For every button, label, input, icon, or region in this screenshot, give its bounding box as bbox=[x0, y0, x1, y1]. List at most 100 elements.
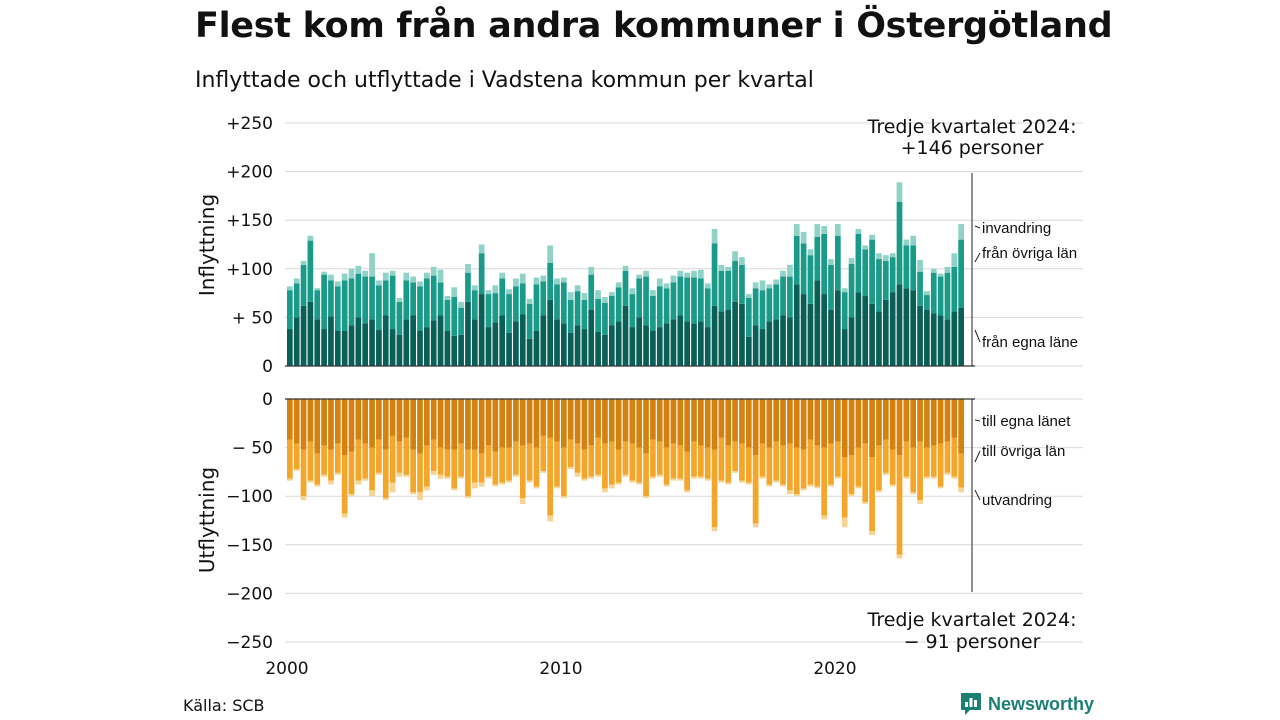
bar-out-ovriga bbox=[287, 439, 293, 479]
bar-in-egna bbox=[800, 294, 807, 366]
y-tick-label: +100 bbox=[226, 260, 273, 280]
bar-out-egna bbox=[608, 399, 615, 442]
bar-out-egna bbox=[561, 399, 567, 448]
bar-out-ovriga bbox=[471, 449, 478, 483]
bar-out-egna bbox=[334, 399, 341, 444]
bar-out-ovriga bbox=[711, 449, 718, 528]
bar-out-ovriga bbox=[561, 447, 567, 497]
bar-out-utvandring bbox=[910, 492, 917, 495]
bar-in-egna bbox=[424, 327, 430, 366]
bar-out-utvandring bbox=[677, 478, 684, 481]
bar-out-utvandring bbox=[513, 474, 519, 477]
bar-in-ovriga bbox=[876, 259, 882, 312]
bar-in-ovriga bbox=[602, 302, 608, 335]
bar-out-utvandring bbox=[444, 476, 451, 479]
y-tick-label: −250 bbox=[226, 633, 273, 653]
bar-in-egna bbox=[369, 319, 375, 366]
bar-in-invandring bbox=[718, 264, 725, 271]
bar-in-egna bbox=[567, 332, 574, 366]
bar-in-ovriga bbox=[656, 286, 663, 328]
bar-in-egna bbox=[608, 325, 615, 366]
bar-in-ovriga bbox=[341, 280, 348, 332]
bar-in-ovriga bbox=[903, 245, 910, 289]
bar-in-egna bbox=[670, 319, 677, 366]
y-tick-label: − 50 bbox=[232, 439, 273, 459]
bar-out-ovriga bbox=[595, 437, 601, 475]
bar-out-egna bbox=[307, 399, 314, 442]
bar-in-egna bbox=[656, 327, 663, 366]
bar-in-egna bbox=[766, 321, 773, 366]
bar-in-ovriga bbox=[910, 245, 917, 291]
bar-out-egna bbox=[615, 399, 622, 450]
bar-in-egna bbox=[862, 296, 869, 366]
bar-in-egna bbox=[554, 319, 560, 366]
bar-out-ovriga bbox=[670, 443, 677, 479]
bar-out-egna bbox=[526, 399, 533, 444]
bar-in-invandring bbox=[348, 268, 355, 279]
bar-out-ovriga bbox=[314, 453, 321, 485]
bar-out-utvandring bbox=[835, 476, 841, 479]
bar-in-egna bbox=[588, 309, 595, 366]
bar-out-ovriga bbox=[417, 453, 423, 493]
bar-in-ovriga bbox=[458, 307, 464, 335]
bar-out-egna bbox=[499, 399, 506, 448]
bar-in-ovriga bbox=[718, 270, 725, 312]
bar-out-egna bbox=[656, 399, 663, 442]
bar-out-ovriga bbox=[821, 447, 827, 516]
bar-out-egna bbox=[698, 399, 704, 446]
bar-in-ovriga bbox=[636, 278, 643, 318]
bar-out-egna bbox=[951, 399, 958, 438]
bar-in-invandring bbox=[663, 283, 670, 289]
bar-out-egna bbox=[382, 399, 389, 450]
bar-out-egna bbox=[704, 399, 711, 448]
chart-title: Flest kom från andra kommuner i Östergöt… bbox=[195, 6, 1113, 46]
bar-out-egna bbox=[828, 399, 834, 444]
legend-leader bbox=[974, 489, 981, 501]
bar-in-egna bbox=[444, 331, 451, 366]
bar-out-egna bbox=[869, 399, 875, 458]
bar-in-invandring bbox=[704, 283, 711, 289]
bar-out-utvandring bbox=[622, 474, 629, 477]
bar-out-egna bbox=[677, 399, 684, 446]
bar-in-egna bbox=[828, 309, 834, 366]
bar-in-invandring bbox=[814, 224, 821, 237]
bar-in-egna bbox=[944, 319, 951, 366]
bar-out-utvandring bbox=[506, 480, 512, 483]
bar-in-invandring bbox=[615, 282, 622, 288]
bar-out-ovriga bbox=[739, 443, 745, 481]
bar-in-invandring bbox=[328, 274, 334, 281]
bar-out-ovriga bbox=[567, 439, 574, 468]
x-tick-label: 2010 bbox=[539, 659, 582, 679]
x-tick-label: 2000 bbox=[265, 659, 308, 679]
bar-out-utvandring bbox=[814, 486, 821, 489]
bar-in-egna bbox=[835, 290, 841, 366]
bar-out-ovriga bbox=[499, 447, 506, 483]
bar-in-egna bbox=[355, 317, 362, 366]
bar-in-egna bbox=[334, 331, 341, 366]
bar-out-utvandring bbox=[650, 476, 656, 479]
bar-in-ovriga bbox=[814, 236, 821, 281]
bar-in-ovriga bbox=[554, 284, 560, 320]
bar-in-ovriga bbox=[944, 272, 951, 320]
bar-out-egna bbox=[793, 399, 800, 448]
bar-out-utvandring bbox=[917, 500, 923, 504]
bar-out-egna bbox=[417, 399, 423, 454]
bar-in-invandring bbox=[321, 271, 327, 275]
bar-out-utvandring bbox=[451, 488, 458, 491]
bar-in-invandring bbox=[780, 270, 786, 277]
bar-in-invandring bbox=[739, 257, 745, 265]
bar-in-egna bbox=[958, 307, 964, 366]
bar-in-invandring bbox=[698, 269, 704, 279]
bar-out-utvandring bbox=[458, 476, 464, 479]
bar-in-egna bbox=[437, 315, 444, 366]
bar-out-egna bbox=[745, 399, 752, 448]
bar-out-egna bbox=[930, 399, 937, 446]
bar-out-utvandring bbox=[787, 490, 793, 495]
bar-in-invandring bbox=[882, 255, 889, 262]
bar-out-utvandring bbox=[376, 472, 382, 475]
y-tick-label: −100 bbox=[226, 487, 273, 507]
bar-in-egna bbox=[499, 315, 506, 366]
bar-in-invandring bbox=[629, 288, 636, 295]
x-tick-label: 2020 bbox=[813, 659, 856, 679]
bar-out-ovriga bbox=[341, 455, 348, 514]
